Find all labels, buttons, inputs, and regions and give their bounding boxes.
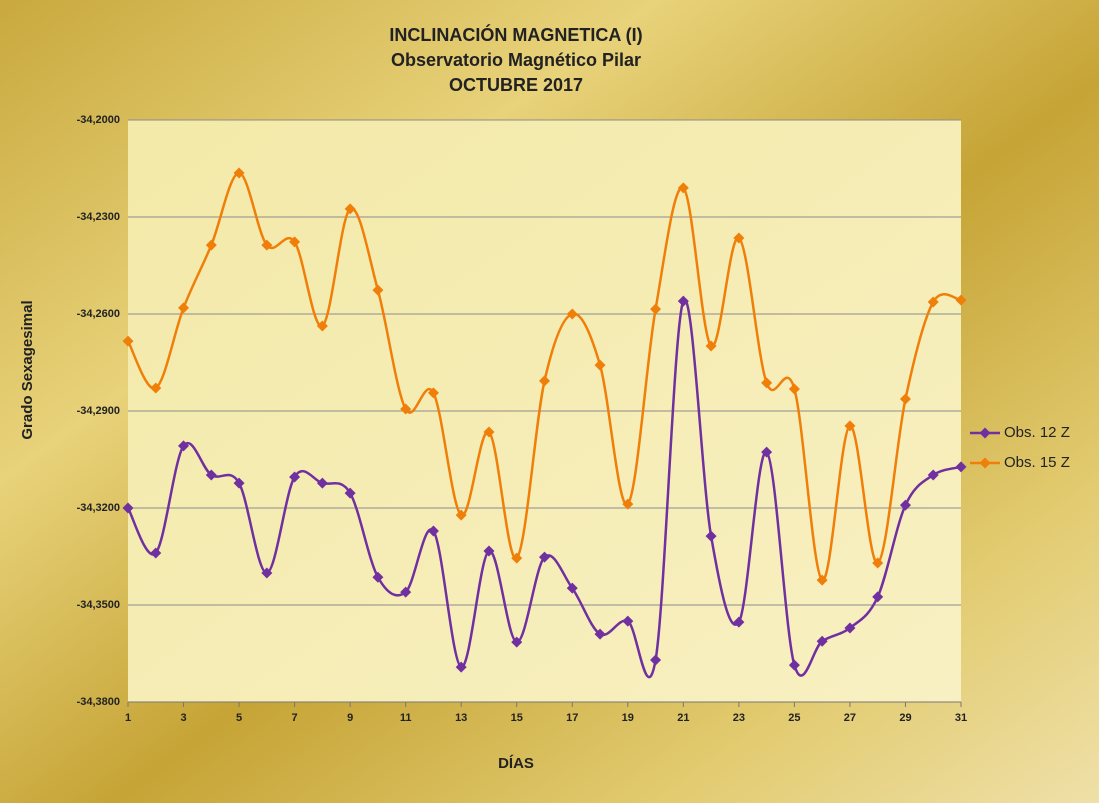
data-point bbox=[955, 294, 967, 306]
data-point bbox=[733, 616, 745, 628]
y-tick-label: -34,2300 bbox=[77, 211, 120, 223]
x-tick-label: 5 bbox=[236, 712, 242, 724]
y-tick-label: -34,2000 bbox=[77, 114, 120, 126]
chart-title: INCLINACIÓN MAGNETICA (I) bbox=[389, 24, 642, 45]
data-point bbox=[788, 383, 800, 395]
data-point bbox=[899, 393, 911, 405]
y-tick-label: -34,2900 bbox=[77, 405, 120, 417]
data-point bbox=[205, 239, 217, 251]
data-point bbox=[594, 359, 606, 371]
legend-marker bbox=[979, 457, 991, 469]
legend-label: Obs. 12 Z bbox=[1004, 424, 1070, 441]
x-tick-label: 27 bbox=[844, 712, 856, 724]
data-point bbox=[677, 295, 689, 307]
data-point bbox=[261, 239, 273, 251]
data-point bbox=[927, 296, 939, 308]
x-tick-label: 23 bbox=[733, 712, 745, 724]
data-point bbox=[927, 469, 939, 481]
data-point bbox=[511, 636, 523, 648]
data-point bbox=[705, 340, 717, 352]
y-tick-label: -34,3800 bbox=[77, 696, 120, 708]
data-point bbox=[122, 502, 134, 514]
y-tick-label: -34,2600 bbox=[77, 308, 120, 320]
data-point bbox=[844, 420, 856, 432]
data-point bbox=[427, 525, 439, 537]
data-point bbox=[788, 659, 800, 671]
data-point bbox=[566, 308, 578, 320]
data-point bbox=[261, 567, 273, 579]
x-tick-label: 25 bbox=[788, 712, 800, 724]
y-tick-label: -34,3500 bbox=[77, 599, 120, 611]
x-axis-label: DÍAS bbox=[498, 755, 534, 772]
data-point bbox=[566, 582, 578, 594]
data-point bbox=[400, 403, 412, 415]
y-axis-label: Grado Sexagesimal bbox=[19, 300, 36, 439]
data-point bbox=[455, 661, 467, 673]
data-point bbox=[316, 477, 328, 489]
x-tick-label: 1 bbox=[125, 712, 131, 724]
x-tick-label: 19 bbox=[622, 712, 634, 724]
data-point bbox=[316, 320, 328, 332]
x-tick-label: 17 bbox=[566, 712, 578, 724]
data-point bbox=[899, 499, 911, 511]
legend-label: Obs. 15 Z bbox=[1004, 454, 1070, 471]
data-point bbox=[650, 303, 662, 315]
data-point bbox=[955, 461, 967, 473]
data-point bbox=[622, 615, 634, 627]
data-point bbox=[150, 547, 162, 559]
data-point bbox=[455, 509, 467, 521]
data-point bbox=[150, 382, 162, 394]
x-tick-label: 3 bbox=[180, 712, 186, 724]
legend-marker bbox=[979, 427, 991, 439]
chart-subtitle: Observatorio Magnético Pilar bbox=[391, 50, 641, 70]
data-point bbox=[427, 387, 439, 399]
x-tick-label: 7 bbox=[292, 712, 298, 724]
data-point bbox=[344, 487, 356, 499]
data-point bbox=[872, 557, 884, 569]
data-point bbox=[233, 477, 245, 489]
data-point bbox=[233, 167, 245, 179]
data-point bbox=[761, 377, 773, 389]
x-tick-label: 9 bbox=[347, 712, 353, 724]
x-tick-label: 15 bbox=[511, 712, 523, 724]
data-point bbox=[622, 498, 634, 510]
data-point bbox=[511, 552, 523, 564]
data-point bbox=[539, 551, 550, 563]
data-point bbox=[372, 284, 384, 296]
data-point bbox=[483, 426, 495, 438]
data-point bbox=[816, 574, 828, 586]
y-tick-label: -34,3200 bbox=[77, 502, 120, 514]
data-point bbox=[539, 375, 550, 387]
data-point bbox=[289, 471, 301, 483]
data-point bbox=[178, 440, 190, 452]
data-point bbox=[178, 302, 190, 314]
data-point bbox=[594, 628, 606, 640]
data-point bbox=[372, 571, 384, 583]
chart-subtitle: OCTUBRE 2017 bbox=[449, 75, 583, 95]
data-point bbox=[289, 236, 301, 248]
data-point bbox=[733, 232, 745, 244]
data-point bbox=[761, 446, 773, 458]
data-point bbox=[677, 182, 689, 194]
data-point bbox=[205, 469, 217, 481]
data-point bbox=[816, 635, 828, 647]
data-point bbox=[844, 622, 856, 634]
data-point bbox=[344, 203, 356, 215]
data-point bbox=[650, 654, 662, 666]
data-point bbox=[872, 591, 884, 603]
data-point bbox=[483, 545, 495, 557]
data-point bbox=[400, 586, 412, 598]
x-tick-label: 11 bbox=[400, 712, 412, 724]
x-tick-label: 31 bbox=[955, 712, 967, 724]
data-point bbox=[705, 530, 717, 542]
x-tick-label: 21 bbox=[677, 712, 689, 724]
x-tick-label: 13 bbox=[455, 712, 467, 724]
data-point bbox=[122, 335, 134, 347]
x-tick-label: 29 bbox=[899, 712, 911, 724]
